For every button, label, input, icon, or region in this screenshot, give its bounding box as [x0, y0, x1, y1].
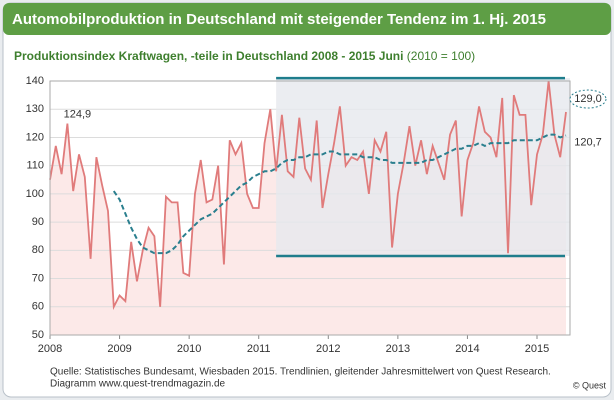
- label-circle: [569, 89, 607, 109]
- y-tick-label: 110: [26, 160, 44, 172]
- x-tick-label: 2012: [316, 343, 340, 355]
- chart-title: Automobilproduktion in Deutschland mit s…: [12, 11, 546, 28]
- series-line: [112, 133, 567, 255]
- y-tick-label: 120: [26, 131, 44, 143]
- y-tick-label: 130: [26, 103, 44, 115]
- x-tick-label: 2011: [247, 343, 271, 355]
- source: Quelle: Statistisches Bundesamt, Wiesbad…: [50, 367, 551, 378]
- credit: © Quest: [573, 380, 607, 390]
- x-tick-label: 2014: [455, 343, 479, 355]
- subtitle-note: (2010 = 100): [407, 49, 475, 63]
- highlight-box: [276, 78, 570, 256]
- y-tick-label: 80: [32, 244, 44, 256]
- x-tick-label: 2015: [525, 343, 549, 355]
- chart-subtitle: Produktionsindex Kraftwagen, -teile in D…: [14, 49, 475, 63]
- y-tick-label: 50: [32, 329, 44, 341]
- value-label: 124,9: [64, 109, 92, 121]
- x-tick-label: 2013: [386, 343, 410, 355]
- source: Diagramm www.quest-trendmagazin.de: [50, 379, 226, 390]
- subtitle: Produktionsindex Kraftwagen, -teile in D…: [14, 49, 403, 63]
- y-tick-label: 70: [32, 272, 44, 284]
- plot-frame: [49, 80, 571, 336]
- x-tick-label: 2008: [38, 343, 62, 355]
- y-tick-label: 60: [32, 301, 44, 313]
- series-line: [49, 80, 567, 311]
- value-label: 129,0: [574, 93, 602, 105]
- y-tick-label: 140: [26, 75, 44, 87]
- y-tick-label: 90: [32, 216, 44, 228]
- value-label: 120,7: [574, 136, 602, 148]
- x-tick-label: 2009: [107, 343, 131, 355]
- y-tick-label: 100: [26, 188, 44, 200]
- x-tick-label: 2010: [177, 343, 201, 355]
- plot: 50 60 70 80 90 100 110 120 130 140 2008 2009 2010 201…: [26, 75, 607, 355]
- title-bar: [3, 3, 611, 35]
